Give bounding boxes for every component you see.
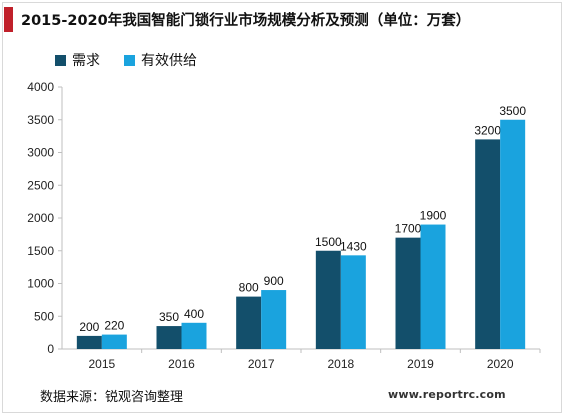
x-tick-label: 2017 [248,357,275,371]
title-block: 2015-2020年我国智能门锁行业市场规模分析及预测（单位：万套） [4,4,470,34]
data-label-demand: 200 [79,320,99,334]
data-label-demand: 3200 [474,123,501,137]
y-tick-label: 500 [34,309,54,323]
data-label-demand: 1700 [395,222,422,236]
data-label-supply: 400 [184,307,204,321]
bar-demand [475,139,501,349]
data-label-supply: 1900 [420,209,447,223]
bar-supply [101,334,127,349]
bar-supply [420,224,446,349]
data-label-supply: 220 [104,319,124,333]
legend-swatch-supply [124,54,135,66]
bar-demand [395,237,421,349]
x-tick-label: 2020 [487,357,514,371]
data-label-demand: 350 [159,310,179,324]
legend-label-demand: 需求 [72,53,100,69]
legend-swatch-demand [55,54,66,66]
data-label-demand: 1500 [315,235,342,249]
legend-label-supply: 有效供给 [141,53,197,69]
x-tick-label: 2015 [88,357,115,371]
x-tick-label: 2018 [327,357,354,371]
x-tick-label: 2016 [168,357,195,371]
y-tick-label: 1000 [27,277,54,291]
legend-item-supply: 有效供给 [124,50,197,70]
bar-demand [156,326,182,349]
data-label-supply: 3500 [499,104,526,118]
data-label-supply: 1430 [340,239,367,253]
legend-item-demand: 需求 [55,50,100,70]
y-tick-label: 4000 [27,80,54,94]
chart-frame [2,2,562,413]
y-tick-label: 2500 [27,178,54,192]
data-label-demand: 800 [239,281,259,295]
y-tick-label: 0 [47,342,54,356]
data-label-supply: 900 [264,274,284,288]
bar-supply [340,255,366,349]
y-tick-label: 3000 [27,146,54,160]
y-tick-label: 1500 [27,244,54,258]
x-tick-label: 2019 [407,357,434,371]
legend: 需求 有效供给 [55,50,221,70]
bar-supply [261,290,287,349]
bar-supply [181,322,207,349]
y-tick-label: 2000 [27,211,54,225]
chart-title: 2015-2020年我国智能门锁行业市场规模分析及预测（单位：万套） [21,12,471,29]
bar-demand [315,250,341,349]
y-tick-label: 3500 [27,113,54,127]
bar-demand [76,335,102,349]
source-note: 数据来源：锐观咨询整理 [40,390,184,405]
title-accent-bar [4,6,13,32]
watermark: www.reportrc.com [388,388,506,401]
bar-supply [500,119,526,349]
bar-demand [236,296,262,349]
